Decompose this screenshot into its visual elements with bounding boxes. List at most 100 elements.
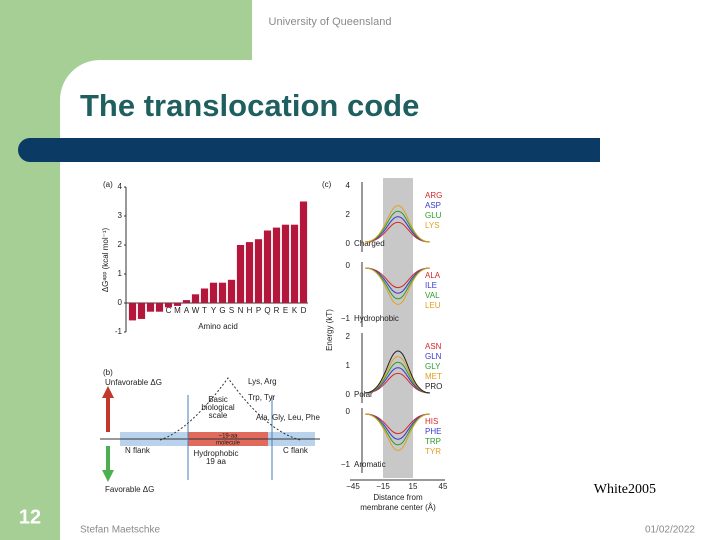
x-axis-label: Amino acid [198, 322, 238, 331]
energy-profile [364, 372, 431, 394]
energy-profile [364, 356, 431, 394]
energy-profile [364, 267, 431, 305]
bar [146, 303, 155, 312]
label: scale [209, 411, 228, 420]
energy-profile [364, 221, 431, 243]
residue-label: LEU [425, 301, 441, 310]
residue-label: GLY [425, 362, 441, 371]
x-tick-label: T [202, 306, 207, 315]
label: Lys, Arg [248, 377, 277, 386]
energy-profile [364, 267, 431, 289]
arrow-head [102, 470, 114, 482]
bar [164, 303, 173, 308]
y-tick-label: 0 [346, 261, 351, 270]
bar [263, 230, 272, 303]
institution: University of Queensland [269, 16, 392, 28]
residue-label: TYR [425, 447, 441, 456]
group-label: Charged [354, 239, 385, 248]
citation: White2005 [594, 482, 656, 497]
residue-label: PHE [425, 427, 441, 436]
x-tick-label: Y [211, 306, 217, 315]
x-tick-label: P [256, 306, 261, 315]
residue-label: ILE [425, 281, 437, 290]
bar [200, 288, 209, 303]
y-axis-label: ΔGᵃᵖᵖ (kcal mol⁻¹) [101, 227, 110, 292]
x-tick-label: E [283, 306, 288, 315]
energy-profile [364, 350, 431, 394]
label: Hydrophobic [194, 449, 239, 458]
y-tick-label: 2 [346, 332, 351, 341]
y-tick-label: 2 [346, 210, 351, 219]
energy-profile [364, 413, 431, 435]
author: Stefan Maetschke [80, 525, 160, 536]
energy-profile [364, 361, 431, 394]
y-tick-label: 1 [118, 269, 123, 278]
y-axis-label: Energy (kT) [325, 309, 334, 351]
label: ~19-aa [219, 434, 239, 440]
bar [245, 242, 254, 303]
profile [159, 377, 301, 441]
label: Favorable ΔG [105, 485, 154, 494]
corner [60, 60, 100, 100]
residue-label: TRP [425, 437, 441, 446]
residue-label: ASP [425, 201, 441, 210]
bar [227, 279, 236, 303]
group-label: Polar [354, 390, 373, 399]
panel-label: (a) [103, 180, 113, 189]
bar [155, 303, 164, 312]
y-tick-label: 2 [118, 240, 123, 249]
energy-profile [364, 413, 431, 440]
y-tick-label: −1 [341, 314, 351, 323]
x-axis-label: Distance from [373, 493, 423, 502]
membrane-band [383, 178, 413, 478]
residue-label: ALA [425, 271, 441, 280]
title-bar [18, 138, 600, 162]
residue-label: MET [425, 372, 442, 381]
bar [236, 245, 245, 303]
figure: (b) Unfavorable ΔG Favorable ΔG Lys, Arg… [100, 178, 448, 512]
group-label: Aromatic [354, 460, 386, 469]
y-tick-label: 4 [118, 182, 123, 191]
residue-label: ARG [425, 191, 442, 200]
x-tick-label: S [229, 306, 234, 315]
x-tick-label: K [292, 306, 298, 315]
x-tick-label: −15 [376, 482, 390, 491]
group-label: Hydrophobic [354, 314, 399, 323]
energy-profile [364, 413, 431, 451]
slide-title: The translocation code [80, 88, 419, 123]
bar [272, 227, 281, 303]
label: Basic [208, 395, 228, 404]
x-tick-label: A [184, 306, 190, 315]
x-tick-label: N [238, 306, 244, 315]
y-tick-label: 1 [346, 361, 351, 370]
energy-profile [364, 413, 431, 446]
label: Unfavorable ΔG [105, 378, 162, 387]
bar [290, 224, 299, 303]
energy-profile [364, 267, 431, 300]
bar [191, 294, 200, 303]
bar [218, 282, 227, 303]
residue-label: HIS [425, 417, 438, 426]
arrow-head [102, 386, 114, 398]
energy-profile [364, 267, 431, 294]
x-tick-label: 45 [439, 482, 448, 491]
energy-profile [364, 367, 431, 394]
y-tick-label: −1 [341, 460, 351, 469]
bar [209, 282, 218, 303]
y-tick-label: 0 [346, 239, 351, 248]
residue-label: PRO [425, 382, 442, 391]
bar [182, 300, 191, 303]
residue-label: GLU [425, 211, 442, 220]
x-tick-label: 15 [409, 482, 418, 491]
bar [173, 303, 182, 306]
x-tick-label: −45 [346, 482, 360, 491]
panel-label: (b) [103, 368, 113, 377]
y-tick-label: 0 [118, 298, 123, 307]
y-tick-label: 0 [346, 407, 351, 416]
bar [137, 303, 146, 319]
x-tick-label: D [301, 306, 307, 315]
residue-label: GLN [425, 352, 442, 361]
